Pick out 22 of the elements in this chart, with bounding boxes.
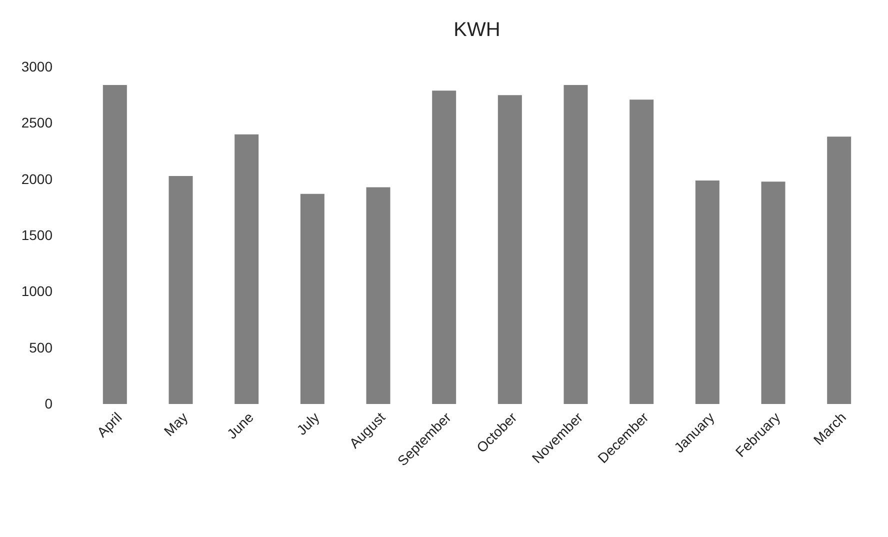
chart-title: KWH [454, 19, 500, 41]
bar [432, 90, 456, 404]
bar [366, 187, 390, 404]
bar [761, 182, 786, 404]
bar [564, 84, 588, 404]
y-tick-label: 2000 [21, 170, 53, 187]
bar [498, 95, 522, 404]
y-tick-label: 1000 [21, 283, 53, 300]
x-tick-label: May [160, 409, 191, 440]
y-tick-label: 3000 [21, 58, 53, 74]
y-tick-label: 2500 [21, 114, 53, 131]
x-tick-label: July [293, 409, 322, 438]
y-tick-label: 0 [44, 396, 53, 412]
bar [300, 194, 324, 404]
y-tick-label: 500 [29, 339, 53, 356]
bar [827, 136, 852, 404]
bar [695, 180, 720, 404]
bar [234, 134, 259, 404]
bar [102, 84, 127, 404]
bar [168, 176, 193, 404]
bar [630, 100, 654, 404]
y-tick-label: 1500 [21, 227, 53, 243]
